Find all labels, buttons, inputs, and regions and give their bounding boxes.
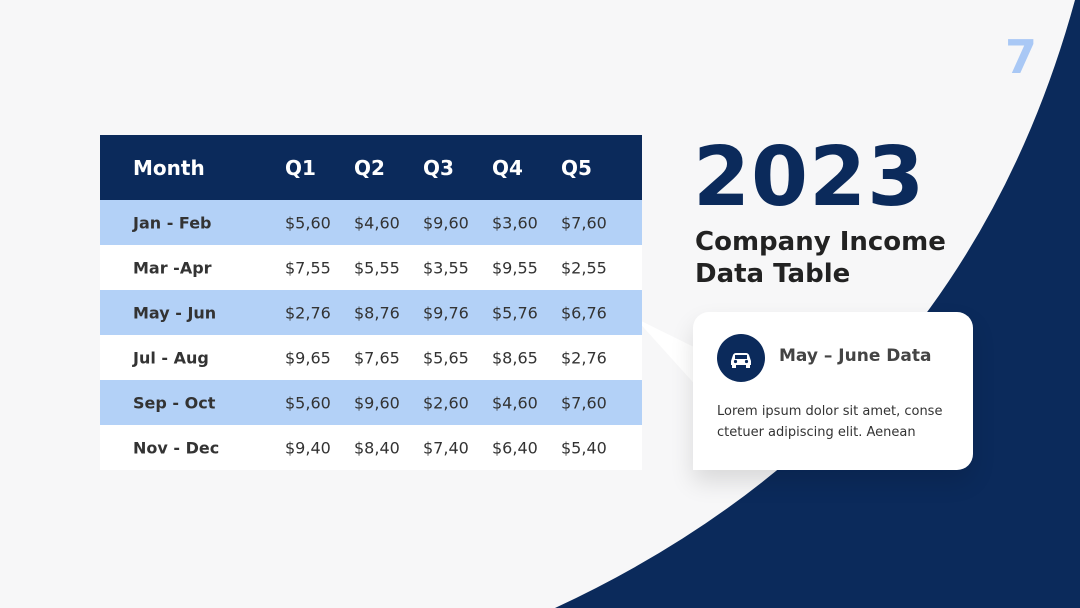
value-cell: $9,65 xyxy=(285,348,331,367)
value-cell: $7,55 xyxy=(285,258,331,277)
header-cell: Q2 xyxy=(354,155,385,180)
value-cell: $5,40 xyxy=(561,438,607,457)
value-cell: $2,76 xyxy=(285,303,331,322)
subtitle: Company Income Data Table xyxy=(695,227,946,289)
value-cell: $6,76 xyxy=(561,303,607,322)
header-row: Month Q1 Q2 Q3 Q4 Q5 xyxy=(100,135,642,200)
value-cell: $9,60 xyxy=(423,213,469,232)
value-cell: $5,60 xyxy=(285,393,331,412)
header-cell: Q1 xyxy=(285,155,316,180)
value-cell: $9,76 xyxy=(423,303,469,322)
value-cell: $9,40 xyxy=(285,438,331,457)
value-cell: $5,76 xyxy=(492,303,538,322)
value-cell: $7,65 xyxy=(354,348,400,367)
value-cell: $5,65 xyxy=(423,348,469,367)
value-cell: $8,65 xyxy=(492,348,538,367)
value-cell: $7,60 xyxy=(561,213,607,232)
value-cell: $9,60 xyxy=(354,393,400,412)
table-row: Nov - Dec $9,40 $8,40 $7,40 $6,40 $5,40 xyxy=(100,425,642,470)
month-cell: Nov - Dec xyxy=(133,438,220,457)
month-cell: May - Jun xyxy=(133,303,217,322)
table-row: Jan - Feb $5,60 $4,60 $9,60 $3,60 $7,60 xyxy=(100,200,642,245)
table-row: May - Jun $2,76 $8,76 $9,76 $5,76 $6,76 xyxy=(100,290,642,335)
car-icon xyxy=(717,334,765,382)
value-cell: $4,60 xyxy=(492,393,538,412)
table-row: Sep - Oct $5,60 $9,60 $2,60 $4,60 $7,60 xyxy=(100,380,642,425)
callout: May – June Data Lorem ipsum dolor sit am… xyxy=(693,312,973,470)
value-cell: $4,60 xyxy=(354,213,400,232)
value-cell: $3,55 xyxy=(423,258,469,277)
header-cell: Q4 xyxy=(492,155,523,180)
value-cell: $2,55 xyxy=(561,258,607,277)
value-cell: $9,55 xyxy=(492,258,538,277)
page-number: 7 xyxy=(1005,30,1038,84)
table-row: Jul - Aug $9,65 $7,65 $5,65 $8,65 $2,76 xyxy=(100,335,642,380)
value-cell: $8,76 xyxy=(354,303,400,322)
header-cell: Q5 xyxy=(561,155,592,180)
value-cell: $5,60 xyxy=(285,213,331,232)
month-cell: Jul - Aug xyxy=(133,348,209,367)
month-cell: Jan - Feb xyxy=(133,213,212,232)
value-cell: $7,40 xyxy=(423,438,469,457)
data-table: Month Q1 Q2 Q3 Q4 Q5 Jan - Feb $5,60 $4,60 $9,60 $… xyxy=(100,135,642,470)
table-row: Mar -Apr $7,55 $5,55 $3,55 $9,55 $2,55 xyxy=(100,245,642,290)
value-cell: $2,60 xyxy=(423,393,469,412)
value-cell: $8,40 xyxy=(354,438,400,457)
value-cell: $6,40 xyxy=(492,438,538,457)
callout-title: May – June Data xyxy=(779,346,932,366)
title: 2023 xyxy=(693,130,926,225)
header-cell: Month xyxy=(133,155,205,180)
month-cell: Sep - Oct xyxy=(133,393,216,412)
month-cell: Mar -Apr xyxy=(133,258,212,277)
value-cell: $5,55 xyxy=(354,258,400,277)
header-cell: Q3 xyxy=(423,155,454,180)
value-cell: $3,60 xyxy=(492,213,538,232)
callout-text: Lorem ipsum dolor sit amet, conse ctetue… xyxy=(717,404,943,440)
value-cell: $2,76 xyxy=(561,348,607,367)
value-cell: $7,60 xyxy=(561,393,607,412)
